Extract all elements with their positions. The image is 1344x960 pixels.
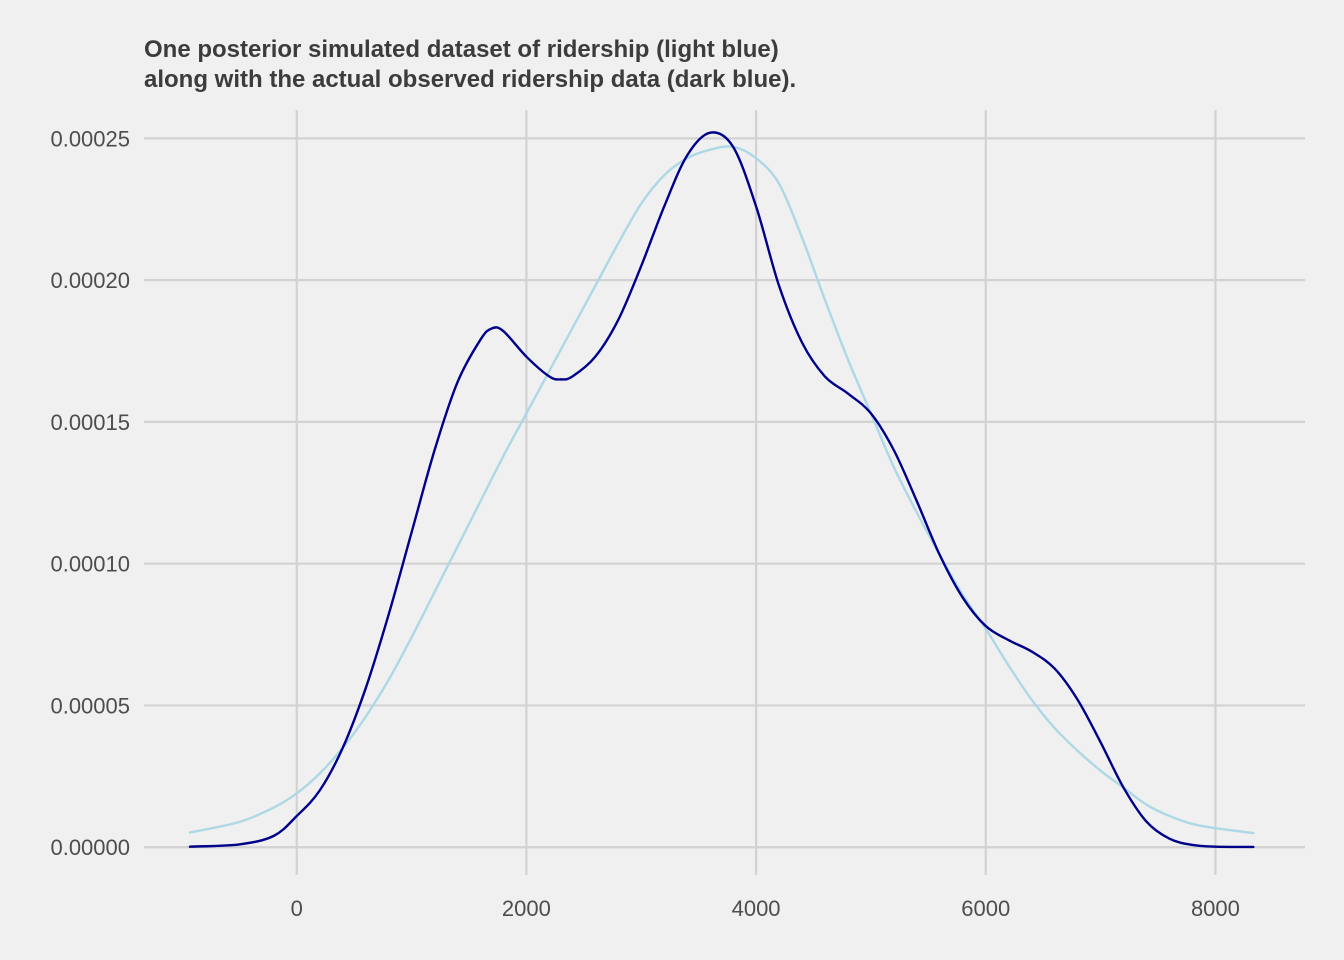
y-tick-label: 0.00000: [50, 835, 130, 860]
chart-title-line-1: One posterior simulated dataset of rider…: [144, 36, 779, 63]
x-tick-label: 8000: [1191, 896, 1240, 921]
x-axis-tick-labels: 0 2000 4000 6000 8000: [291, 896, 1240, 921]
y-tick-label: 0.00025: [50, 126, 130, 151]
chart-title: One posterior simulated dataset of rider…: [144, 36, 796, 93]
y-tick-label: 0.00005: [50, 693, 130, 718]
y-tick-label: 0.00015: [50, 410, 130, 435]
x-tick-label: 2000: [502, 896, 551, 921]
y-tick-label: 0.00010: [50, 552, 130, 577]
y-gridlines: [144, 137, 1305, 849]
y-tick-label: 0.00020: [50, 268, 130, 293]
x-gridlines: [295, 110, 1217, 875]
y-axis-tick-labels: 0.00000 0.00005 0.00010 0.00015 0.00020 0.000…: [50, 126, 130, 860]
series-layer: [188, 131, 1255, 849]
x-tick-label: 4000: [732, 896, 781, 921]
observed-density-line: [188, 131, 1255, 849]
x-tick-label: 0: [291, 896, 303, 921]
x-tick-label: 6000: [961, 896, 1010, 921]
chart-title-line-2: along with the actual observed ridership…: [144, 66, 796, 93]
